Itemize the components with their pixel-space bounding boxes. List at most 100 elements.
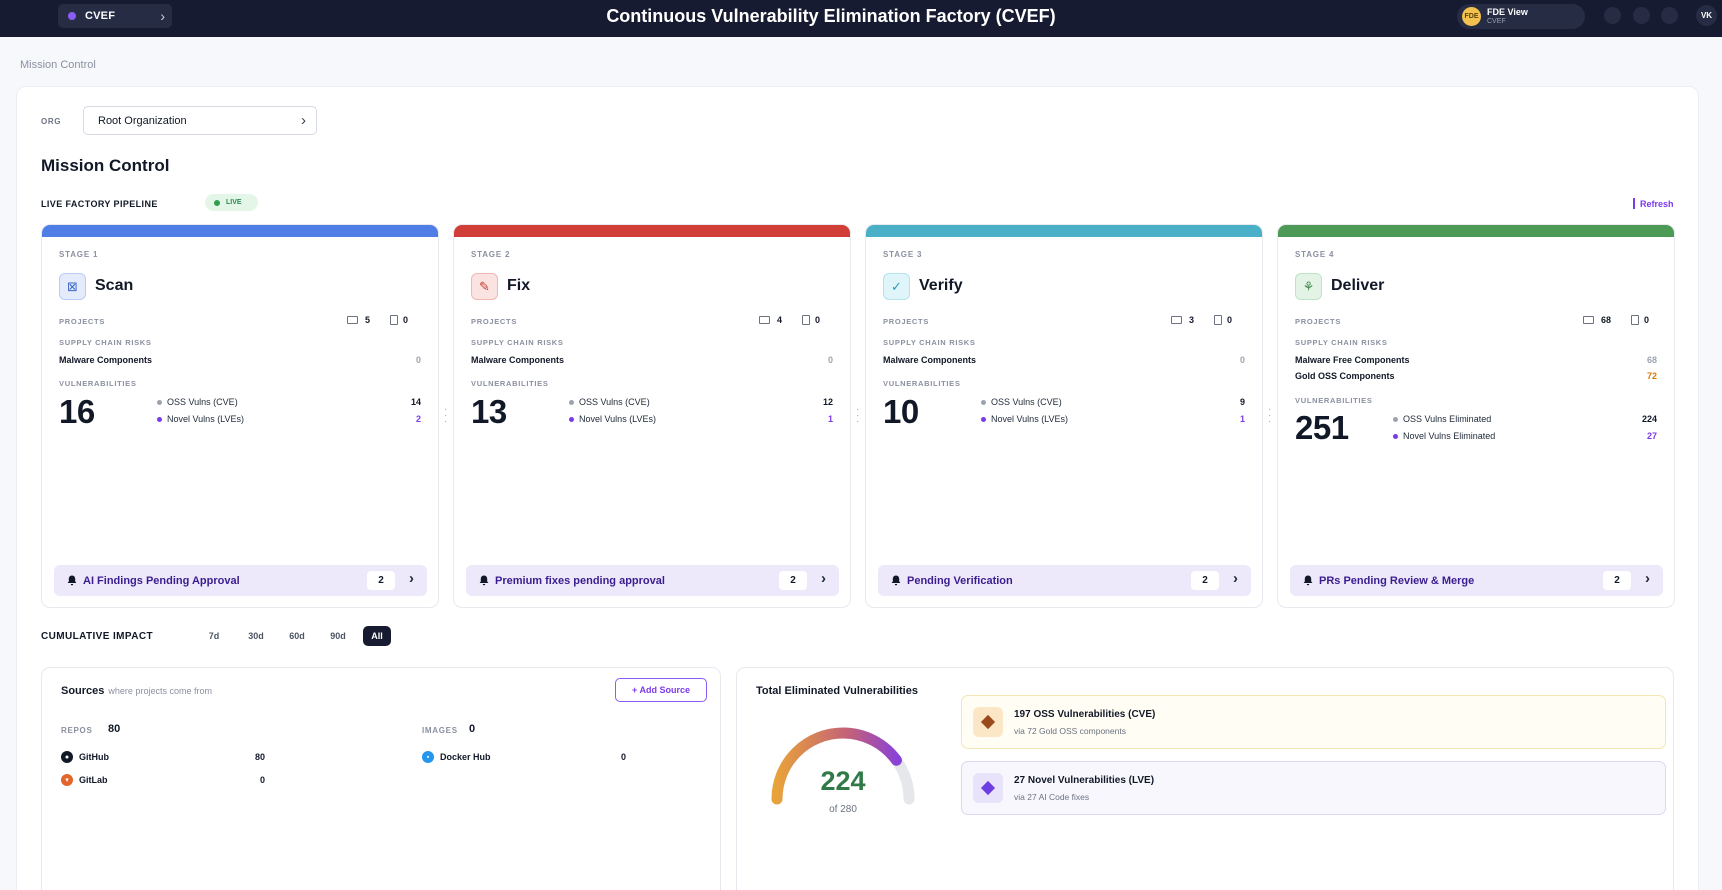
chevron-right-icon: › [301,112,306,129]
total-eliminated-title: Total Eliminated Vulnerabilities [756,685,918,697]
workspace-switcher[interactable]: CVEF › [58,4,172,28]
pipeline-label: LIVE FACTORY PIPELINE [41,199,158,209]
vuln-label: OSS Vulns (CVE) [991,397,1062,407]
vuln-value: 14 [410,397,421,407]
stage-number: STAGE 1 [59,250,99,259]
risk-value: 0 [827,355,833,365]
oss-eliminated-card[interactable]: 197 OSS Vulnerabilities (CVE) via 72 Gol… [961,695,1666,749]
lve-dot-icon [569,416,574,422]
documents-count: 0 [1227,315,1233,325]
range-all[interactable]: All [363,626,391,646]
source-github[interactable]: ● GitHub [61,751,109,763]
drag-handle-icon[interactable]: · · · [1268,404,1272,427]
vuln-label: OSS Vulns (CVE) [167,397,238,407]
images-count: 0 [469,723,476,735]
stage-color-bar [866,225,1262,237]
pending-review-button[interactable]: PRs Pending Review & Merge 2 › [1290,565,1663,596]
stage-color-bar [1278,225,1674,237]
pending-verification-button[interactable]: Pending Verification 2 › [878,565,1251,596]
refresh-label: Refresh [1640,198,1674,209]
supply-chain-label: SUPPLY CHAIN RISKS [1295,338,1388,347]
projects-count: 5 [365,315,371,325]
folder-icon [1583,316,1594,324]
vuln-value: 12 [822,397,833,407]
risk-value: 0 [1239,355,1245,365]
vuln-value: 1 [827,414,833,424]
vuln-label: Novel Vulns (LVEs) [991,414,1069,424]
range-30d[interactable]: 30d [248,631,264,641]
repos-count: 80 [108,723,121,735]
projects-count: 4 [777,315,783,325]
projects-label: PROJECTS [1295,317,1342,326]
sources-title: Sources where projects come from [61,685,212,697]
stage-card-verify[interactable]: STAGE 3 ✓ Verify PROJECTS 3 0 SUPPLY CHA… [865,224,1263,608]
stage-name: Scan [95,277,134,294]
drag-handle-icon[interactable]: · · · [856,404,860,427]
github-icon: ● [61,751,73,763]
documents-count: 0 [403,315,409,325]
vulnerabilities-label: VULNERABILITIES [1295,396,1373,405]
supply-chain-label: SUPPLY CHAIN RISKS [883,338,976,347]
pending-approval-button[interactable]: Premium fixes pending approval 2 › [466,565,839,596]
vuln-label: OSS Vulns (CVE) [579,397,650,407]
total-eliminated-panel: Total Eliminated Vulnerabilities 224 of … [736,667,1674,890]
refresh-icon [1633,198,1635,209]
sources-title-text: Sources [61,685,105,697]
range-7d[interactable]: 7d [208,631,220,641]
breadcrumb[interactable]: Mission Control [20,59,96,71]
vulnerabilities-total: 16 [59,393,95,430]
source-docker-hub[interactable]: ▪ Docker Hub [422,751,491,763]
stage-card-deliver[interactable]: STAGE 4 ⚘ Deliver PROJECTS 68 0 SUPPLY C… [1277,224,1675,608]
refresh-button[interactable]: Refresh [1633,198,1674,209]
elim-sub: via 27 AI Code fixes [1014,792,1090,802]
workspace-dot-icon [68,12,76,20]
diamond-icon [973,707,1003,737]
lve-eliminated-card[interactable]: 27 Novel Vulnerabilities (LVE) via 27 AI… [961,761,1666,815]
bell-icon [479,575,489,586]
document-icon [1631,315,1640,325]
folder-icon [759,316,770,324]
risk-label: Malware Components [59,355,153,365]
stage-name: Deliver [1331,277,1385,294]
stage-card-fix[interactable]: STAGE 2 ✎ Fix PROJECTS 4 0 SUPPLY CHAIN … [453,224,851,608]
vulnerabilities-label: VULNERABILITIES [883,379,961,388]
settings-icon[interactable] [1661,7,1678,24]
app-title: Continuous Vulnerability Elimination Fac… [606,6,1056,26]
sources-panel: Sources where projects come from + Add So… [41,667,721,890]
wrench-icon: ✎ [471,273,498,300]
vuln-label: Novel Vulns Eliminated [1403,431,1496,441]
stage-card-scan[interactable]: STAGE 1 ⊠ Scan PROJECTS 5 0 SUPPLY CHAIN… [41,224,439,608]
elim-title: 197 OSS Vulnerabilities (CVE) [1014,709,1156,720]
vuln-value: 2 [415,414,421,424]
source-gitlab[interactable]: ▾ GitLab [61,774,108,786]
org-select[interactable]: Root Organization › [83,106,317,135]
help-icon[interactable] [1604,7,1621,24]
images-label: IMAGES [422,726,458,735]
stage-name: Fix [507,277,531,294]
drag-handle-icon[interactable]: · · · [444,404,448,427]
risk-label: Malware Free Components [1295,355,1410,365]
supply-chain-label: SUPPLY CHAIN RISKS [471,338,564,347]
avatar[interactable]: VK [1696,5,1717,26]
notifications-icon[interactable] [1633,7,1650,24]
add-source-button[interactable]: + Add Source [615,678,707,702]
stage-number: STAGE 2 [471,250,511,259]
stage-number: STAGE 4 [1295,250,1335,259]
source-value: 0 [621,752,627,762]
pending-approval-button[interactable]: AI Findings Pending Approval 2 › [54,565,427,596]
pending-count: 2 [1191,571,1219,590]
vuln-value: 27 [1646,431,1657,441]
progress-gauge [771,727,915,805]
view-switcher[interactable]: FDE FDE View CVEF [1457,4,1585,29]
projects-count: 68 [1601,315,1612,325]
cve-dot-icon [1393,416,1398,422]
live-dot-icon [214,199,220,206]
chevron-right-icon: › [1645,570,1650,587]
range-90d[interactable]: 90d [330,631,346,641]
cve-dot-icon [157,399,162,405]
projects-count: 3 [1189,315,1195,325]
docker-icon: ▪ [422,751,434,763]
elim-title: 27 Novel Vulnerabilities (LVE) [1014,775,1155,786]
range-60d[interactable]: 60d [289,631,305,641]
documents-count: 0 [1644,315,1650,325]
